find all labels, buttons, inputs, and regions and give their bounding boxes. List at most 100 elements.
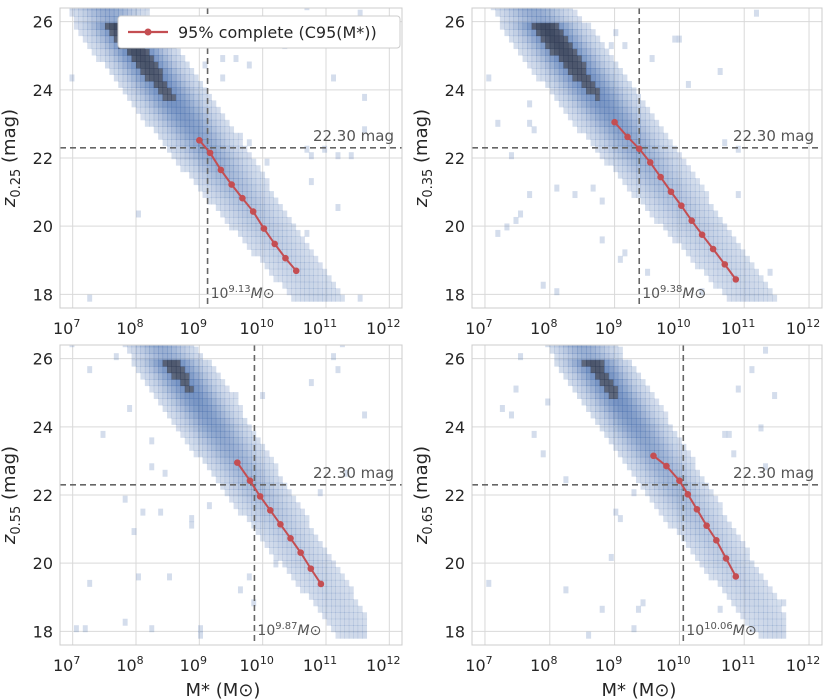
heatmap-cell [572,16,578,24]
heatmap-cell [335,566,341,574]
heatmap-cell [617,165,623,173]
heatmap-cell [149,100,155,108]
heatmap-cell [291,560,297,568]
heatmap-cell [326,553,332,561]
heatmap-cell [658,152,664,160]
heatmap-cell [763,631,769,639]
heatmap-cell [242,424,248,432]
heatmap-cell [508,22,514,30]
heatmap-cell [681,229,687,237]
heatmap-cell [631,87,637,95]
heatmap-cell [282,515,288,523]
heatmap-cell [171,398,177,406]
heatmap-cell [331,612,336,620]
heatmap-cell [335,631,341,639]
heatmap-cell [317,566,323,574]
heatmap-cell [242,204,248,211]
heatmap-cell [153,87,159,95]
heatmap-cell [631,132,637,140]
heatmap-cell [282,502,288,510]
heatmap-cell [153,379,159,387]
heatmap-cell [640,113,646,121]
heatmap-cell [317,547,323,555]
heatmap-cell [149,437,155,445]
heatmap-cell [744,547,750,555]
heatmap-cell [635,463,642,471]
heatmap-cell [708,553,714,561]
tick-exp: 7 [73,654,80,667]
heatmap-cell [617,430,623,438]
heatmap-cell [586,42,592,50]
heatmap-cell [304,268,310,276]
heatmap-cell [726,281,732,289]
heatmap-cell [704,528,710,536]
heatmap-cell [167,405,172,412]
heatmap-cell [304,573,310,581]
heatmap-cell [713,210,719,218]
heatmap-cell [522,9,528,17]
heatmap-cell [202,191,208,199]
completeness-point [678,202,685,210]
heatmap-cell [704,197,710,205]
heatmap-cell [640,171,646,179]
heatmap-cell [313,262,319,270]
x-tick-label: 108 [116,317,143,338]
heatmap-cell [255,184,261,192]
heatmap-cell [158,55,164,63]
heatmap-cell [206,405,212,412]
heatmap-cell [300,560,305,568]
heatmap-cell [104,16,110,24]
heatmap-cell [339,345,345,348]
heatmap-cell [269,197,274,205]
heatmap-cell [206,184,212,192]
heatmap-cell [781,612,787,620]
heatmap-cell [184,68,190,75]
heatmap-cell [233,145,239,153]
heatmap-cell [246,229,252,237]
heatmap-cell [131,68,137,75]
heatmap-cell [626,165,632,173]
heatmap-cell [295,560,301,568]
heatmap-cell [708,573,714,581]
heatmap-cell [527,48,533,56]
heatmap-cell [753,586,759,594]
heatmap-cell [113,74,119,82]
heatmap-cell [304,294,310,302]
heatmap-cell [694,469,700,477]
heatmap-cell [645,430,651,438]
heatmap-cell [681,242,687,250]
heatmap-cell [558,48,564,56]
heatmap-cell [581,392,587,400]
completeness-point [732,276,740,283]
heatmap-cell [626,184,632,192]
heatmap-cell [622,372,628,380]
heatmap-cell [617,405,623,412]
heatmap-cell [536,48,542,56]
heatmap-cell [273,210,279,218]
heatmap-cell [595,80,601,88]
heatmap-cell [567,106,573,114]
heatmap-cell [260,534,266,542]
heatmap-cell [211,165,217,173]
heatmap-cell [87,29,93,37]
heatmap-cell [676,178,682,186]
heatmap-cell [167,392,172,400]
heatmap-cell [563,359,569,367]
heatmap-cell [649,424,655,432]
density-heatmap [69,8,368,302]
heatmap-cell [127,8,133,11]
heatmap-cell [513,35,519,43]
plot-frame [59,344,403,646]
heatmap-cell [631,178,637,186]
heatmap-cell [211,398,217,406]
heatmap-cell [572,29,578,37]
heatmap-cell [189,106,195,114]
heatmap-cell [572,80,578,88]
heatmap-cell [220,204,226,211]
heatmap-cell [704,489,710,497]
heatmap-cell [215,119,221,127]
heatmap-cell [317,573,323,581]
heatmap-cell [577,100,583,108]
heatmap-cell [645,411,651,419]
heatmap-cell [640,145,646,153]
